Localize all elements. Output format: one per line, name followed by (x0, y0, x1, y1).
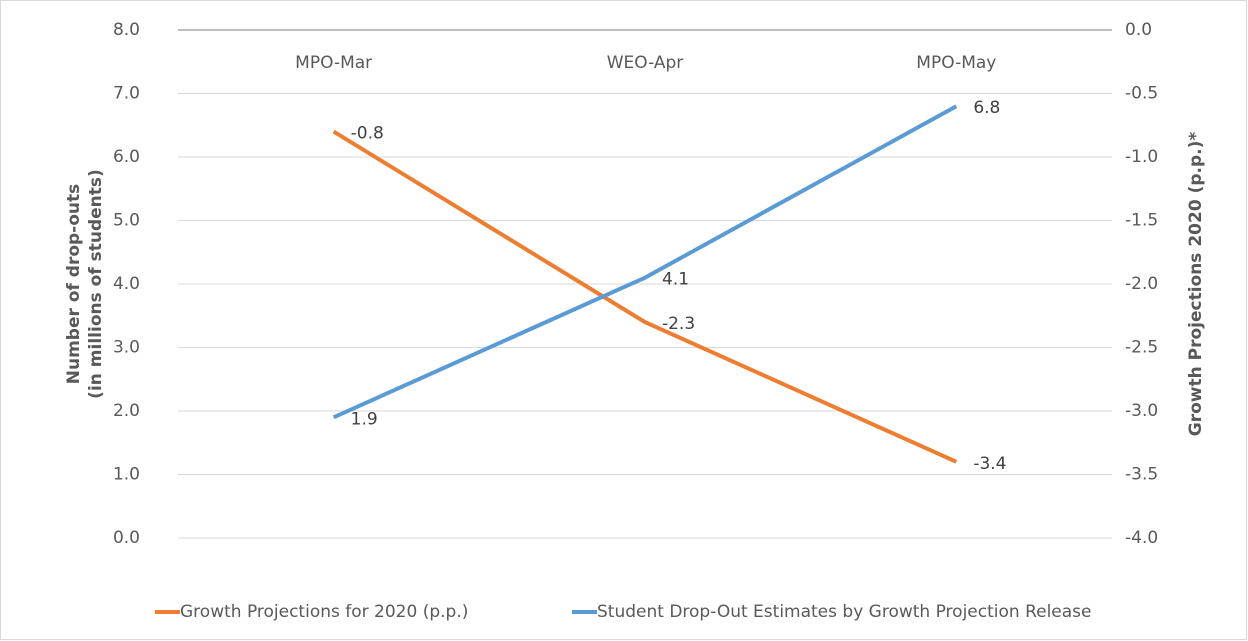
y-axis-title-line: Number of drop-outs (64, 184, 84, 385)
y-tick-label: 1.0 (113, 465, 140, 485)
y2-tick-label: -1.5 (1125, 211, 1158, 231)
y2-tick-label: -4.0 (1125, 528, 1158, 548)
legend-label: Growth Projections for 2020 (p.p.) (180, 602, 468, 622)
data-label: 6.8 (973, 98, 1000, 118)
data-label: 1.9 (351, 409, 378, 429)
y-tick-label: 0.0 (113, 528, 140, 548)
y2-tick-label: 0.0 (1125, 20, 1152, 40)
x-tick-label: MPO-May (916, 53, 996, 73)
data-label: -3.4 (973, 454, 1006, 474)
y-tick-label: 2.0 (113, 401, 140, 421)
y2-tick-label: -3.0 (1125, 401, 1158, 421)
y2-tick-label: -2.0 (1125, 274, 1158, 294)
line (332, 104, 958, 420)
y-tick-label: 8.0 (113, 20, 140, 40)
data-label: -0.8 (351, 124, 384, 144)
data-label: 4.1 (662, 270, 689, 290)
y-tick-label: 5.0 (113, 211, 140, 231)
y-tick-label: 3.0 (113, 338, 140, 358)
y2-axis-title: Growth Projections 2020 (p.p.)* (1186, 132, 1206, 437)
y-tick-label: 4.0 (113, 274, 140, 294)
line (332, 129, 958, 464)
legend-label: Student Drop-Out Estimates by Growth Pro… (597, 602, 1092, 622)
y2-tick-label: -1.0 (1125, 147, 1158, 167)
y2-tick-label: -2.5 (1125, 338, 1158, 358)
x-tick-label: MPO-Mar (295, 53, 372, 73)
y-axis-title-line: (in millions of students) (86, 169, 106, 399)
x-tick-label: WEO-Apr (607, 53, 684, 73)
y-tick-label: 6.0 (113, 147, 140, 167)
y-axis-title: Number of drop-outs (in millions of stude… (64, 169, 106, 399)
data-label: -2.3 (662, 314, 695, 334)
y2-tick-label: -3.5 (1125, 465, 1158, 485)
y-tick-label: 7.0 (113, 84, 140, 104)
y2-tick-label: -0.5 (1125, 84, 1158, 104)
